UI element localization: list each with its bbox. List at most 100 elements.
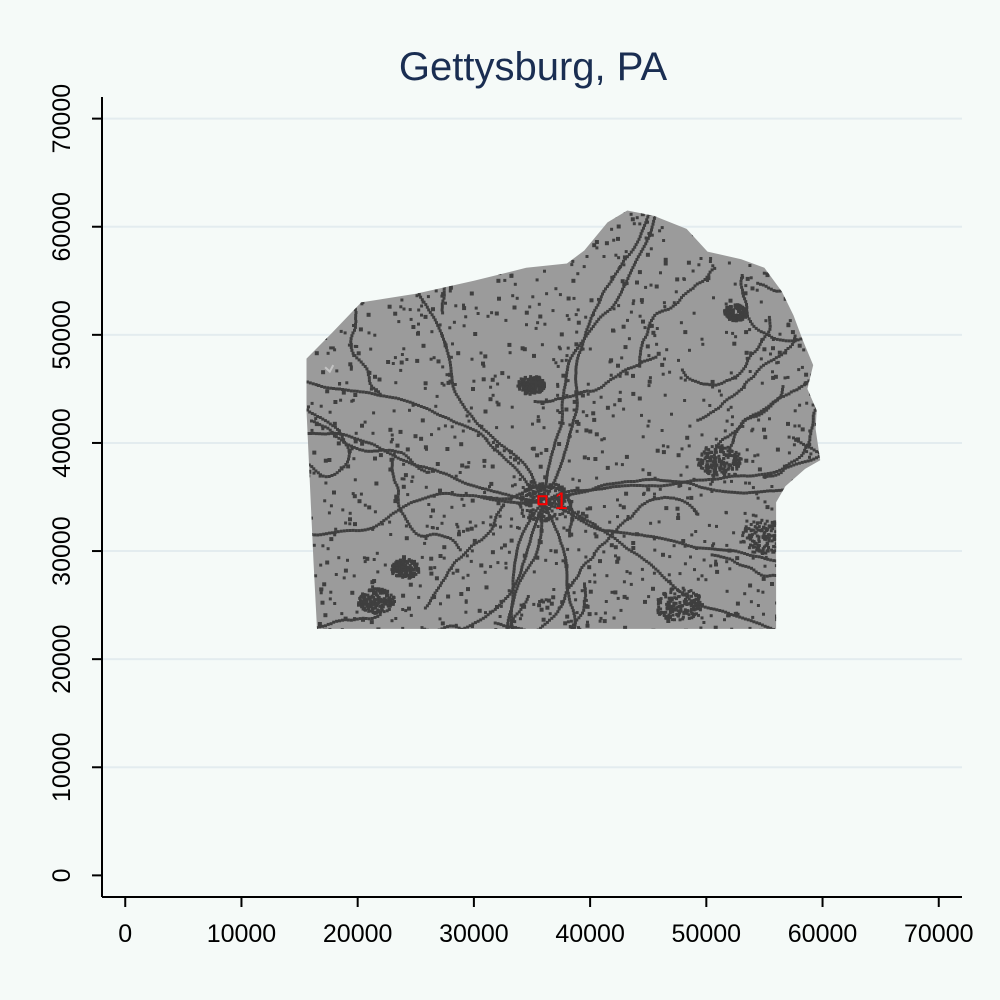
road-pixel <box>717 406 720 410</box>
road-pixel <box>768 574 772 578</box>
road-pixel <box>668 370 672 374</box>
road-pixel <box>326 622 330 626</box>
road-pixel <box>573 617 577 621</box>
road-pixel <box>733 490 737 494</box>
road-pixel <box>752 324 756 328</box>
road-pixel <box>419 436 424 441</box>
road-pixel <box>600 543 604 547</box>
road-pixel <box>457 557 461 561</box>
road-pixel <box>730 627 734 629</box>
road-pixel <box>570 606 574 610</box>
road-pixel <box>525 551 529 555</box>
road-pixel <box>632 222 636 226</box>
road-pixel <box>647 324 651 328</box>
road-pixel <box>611 414 615 418</box>
road-pixel <box>512 564 516 568</box>
road-pixel <box>393 481 397 485</box>
road-pixel <box>521 562 525 566</box>
road-pixel <box>506 622 510 625</box>
road-pixel <box>571 477 575 481</box>
road-pixel <box>631 373 635 378</box>
road-pixel <box>559 507 562 511</box>
road-pixel <box>633 245 637 249</box>
road-pixel <box>731 549 735 553</box>
road-pixel <box>688 487 692 491</box>
road-pixel <box>671 480 675 483</box>
road-pixel <box>536 489 540 493</box>
road-pixel <box>460 628 463 629</box>
road-pixel <box>350 447 354 451</box>
road-pixel <box>476 434 480 437</box>
road-pixel <box>484 615 488 619</box>
road-pixel <box>729 463 733 467</box>
road-pixel <box>510 619 514 623</box>
road-pixel <box>332 432 336 436</box>
road-pixel <box>591 325 595 328</box>
road-pixel <box>739 491 743 495</box>
road-pixel <box>308 381 312 385</box>
road-pixel <box>745 448 749 452</box>
road-pixel <box>767 406 771 410</box>
road-pixel <box>382 394 386 398</box>
road-pixel <box>511 594 515 598</box>
road-pixel <box>636 240 640 244</box>
road-pixel <box>765 272 769 276</box>
road-pixel <box>772 358 776 361</box>
road-pixel <box>594 388 598 392</box>
road-pixel <box>504 597 508 600</box>
road-pixel <box>720 402 724 406</box>
road-pixel <box>663 357 666 361</box>
road-pixel <box>570 510 574 514</box>
road-pixel <box>749 619 753 623</box>
road-pixel <box>510 273 514 277</box>
road-pixel <box>450 492 454 496</box>
road-pixel <box>660 226 664 230</box>
road-pixel <box>735 562 739 565</box>
road-pixel <box>662 484 666 488</box>
road-pixel <box>749 523 753 526</box>
road-pixel <box>768 318 772 322</box>
road-pixel <box>743 511 747 515</box>
road-pixel <box>752 568 756 572</box>
road-pixel <box>438 488 442 493</box>
road-pixel <box>458 397 462 401</box>
road-pixel <box>748 553 752 557</box>
road-pixel <box>479 351 483 355</box>
road-pixel <box>732 459 736 463</box>
road-pixel <box>449 355 453 359</box>
road-pixel <box>757 540 761 544</box>
road-pixel <box>515 495 519 499</box>
road-pixel <box>748 474 752 478</box>
road-pixel <box>744 364 747 368</box>
road-pixel <box>347 443 351 447</box>
road-pixel <box>516 546 520 550</box>
road-pixel <box>746 417 750 421</box>
road-pixel <box>617 295 621 299</box>
road-pixel <box>396 498 400 502</box>
road-pixel <box>438 554 443 558</box>
road-pixel <box>472 538 477 543</box>
road-pixel <box>709 487 713 491</box>
road-pixel <box>459 493 463 497</box>
road-pixel <box>389 533 393 536</box>
road-pixel <box>793 459 796 463</box>
road-pixel <box>436 323 440 327</box>
road-pixel <box>538 504 542 508</box>
road-pixel <box>504 561 508 565</box>
road-pixel <box>455 568 460 573</box>
road-pixel <box>390 433 394 437</box>
road-pixel <box>645 344 650 349</box>
road-pixel <box>617 484 621 488</box>
road-pixel <box>403 514 407 518</box>
road-pixel <box>620 480 624 484</box>
road-pixel <box>635 216 639 220</box>
road-pixel <box>509 455 513 459</box>
road-pixel <box>431 532 435 536</box>
road-pixel <box>770 539 774 543</box>
road-pixel <box>355 389 359 393</box>
road-pixel <box>436 359 441 364</box>
road-pixel <box>520 511 524 515</box>
road-pixel <box>747 546 751 550</box>
road-pixel <box>769 558 773 562</box>
road-pixel <box>598 559 602 564</box>
